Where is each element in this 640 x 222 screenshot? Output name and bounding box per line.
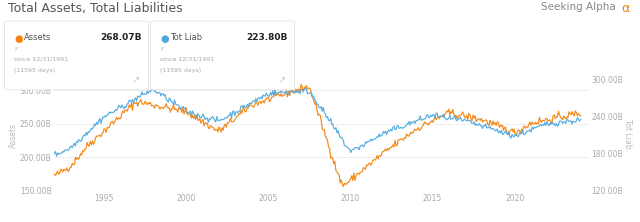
Text: ↗: ↗ (278, 75, 286, 85)
Text: F: F (14, 47, 18, 52)
Text: ●: ● (14, 34, 22, 44)
Text: F: F (160, 47, 164, 52)
Text: Total Assets, Total Liabilities: Total Assets, Total Liabilities (8, 2, 182, 15)
Text: Tot Liab: Tot Liab (170, 33, 202, 42)
Text: 223.80B: 223.80B (246, 33, 288, 42)
Text: ↗: ↗ (132, 75, 140, 85)
Y-axis label: Tot Liab.: Tot Liab. (623, 119, 632, 151)
Y-axis label: Assets: Assets (10, 123, 19, 148)
Text: Assets: Assets (24, 33, 51, 42)
Text: 268.07B: 268.07B (100, 33, 142, 42)
Text: (11595 days): (11595 days) (14, 68, 55, 73)
Text: α: α (621, 2, 630, 15)
Text: Seeking Alpha: Seeking Alpha (541, 2, 616, 12)
Text: since 12/31/1991: since 12/31/1991 (14, 57, 68, 62)
Text: ●: ● (160, 34, 168, 44)
Text: since 12/31/1991: since 12/31/1991 (160, 57, 214, 62)
Text: (11595 days): (11595 days) (160, 68, 201, 73)
